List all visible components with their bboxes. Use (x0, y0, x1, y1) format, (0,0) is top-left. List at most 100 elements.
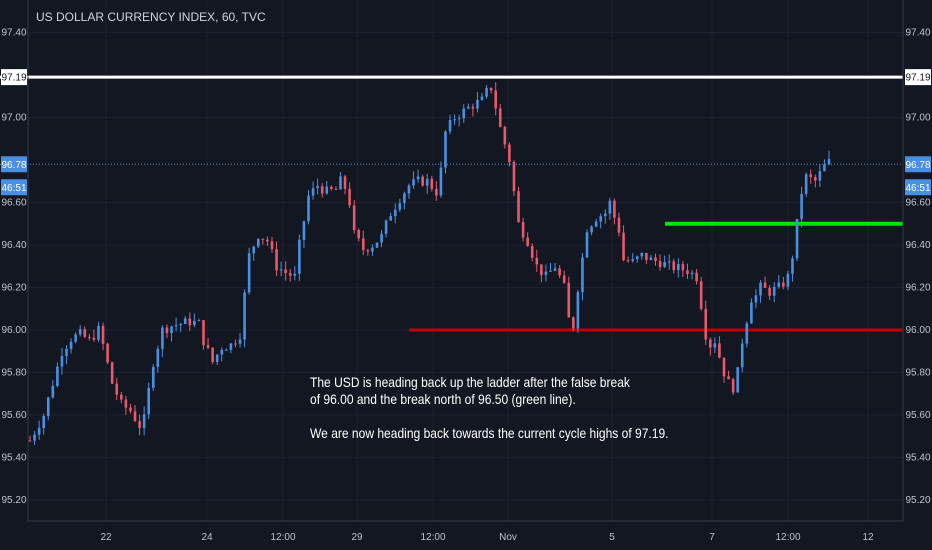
candle-body (56, 366, 59, 386)
candle-body (293, 273, 297, 276)
candle-body (261, 238, 265, 240)
x-tick-label: 12:00 (420, 532, 445, 543)
annotation-line-2: of 96.00 and the break north of 96.50 (g… (310, 391, 576, 407)
candle-body (101, 325, 105, 344)
y-tick-label: 97.40 (1, 28, 26, 39)
y-tick-label: 95.60 (905, 410, 930, 421)
candle-body (243, 292, 246, 340)
y-tick-label: 96.00 (1, 325, 26, 336)
y-tick-label: 95.40 (1, 453, 26, 464)
candle-body (462, 108, 466, 119)
level-label-right-text: 97.19 (905, 73, 930, 84)
candle-body (617, 217, 621, 233)
candle-body (759, 282, 762, 296)
x-tick-label: 12 (862, 532, 874, 543)
candle-body (302, 221, 306, 240)
candle-body (366, 250, 370, 252)
candle-body (37, 427, 41, 435)
candle-body (690, 272, 694, 275)
candle-body (206, 345, 210, 348)
x-tick-label: 24 (201, 532, 213, 543)
candle-body (544, 271, 548, 276)
candle-body (193, 320, 196, 326)
candle-body (403, 193, 406, 204)
level-label-left-text: 97.19 (1, 73, 26, 84)
candle-body (791, 258, 794, 274)
candle-body (457, 118, 461, 120)
x-tick-label: 22 (100, 532, 112, 543)
x-tick-label: 29 (351, 532, 363, 543)
candle-body (380, 233, 383, 243)
candle-body (65, 348, 68, 357)
y-tick-label: 95.20 (1, 495, 26, 506)
candle-body (649, 257, 653, 261)
price-label-left: 96.78 (1, 156, 27, 173)
candle-body (88, 336, 91, 338)
candle-body (489, 87, 493, 91)
candle-body (74, 334, 77, 342)
candle-body (348, 188, 351, 206)
candle-body (535, 257, 539, 265)
candle-body (110, 362, 114, 384)
candle-body (740, 343, 744, 368)
candle-body (339, 176, 342, 190)
x-tick-label: 12:00 (270, 532, 295, 543)
price-label-right: 96.78 (905, 156, 931, 173)
candle-body (804, 174, 808, 194)
candle-body (357, 230, 361, 239)
level-lines (0, 75, 903, 332)
candle-body (311, 188, 315, 196)
candle-body (92, 337, 96, 340)
x-tick-label: 7 (709, 532, 715, 543)
y-tick-label: 96.60 (1, 198, 26, 209)
candle-body (640, 252, 644, 257)
candle-body (608, 200, 612, 214)
candle-body (667, 261, 671, 263)
candle-body (530, 246, 534, 258)
candle-body (220, 349, 224, 355)
candle-body (453, 119, 456, 121)
candle-body (425, 178, 429, 186)
candle-body (275, 249, 278, 271)
candle-body (540, 264, 543, 276)
candle-body (745, 323, 749, 344)
candle-body (147, 387, 151, 415)
candle-body (165, 327, 169, 334)
candle-body (151, 366, 155, 388)
candle-body (138, 420, 141, 429)
candle-body (631, 259, 634, 261)
candle-body (174, 325, 178, 327)
x-tick-label: Nov (499, 532, 517, 543)
candle-body (106, 343, 109, 363)
candle-body (320, 186, 324, 194)
candle-body (603, 213, 607, 217)
y-tick-label: 96.60 (905, 198, 930, 209)
candle-body (585, 232, 589, 258)
candle-body (699, 281, 703, 309)
candle-body (786, 273, 790, 287)
candle-body (393, 209, 397, 217)
candle-body (754, 295, 758, 303)
candle-body (576, 292, 580, 329)
candle-body (398, 203, 402, 210)
candle-body (60, 356, 64, 367)
y-tick-label: 95.80 (905, 368, 930, 379)
candle-body (704, 308, 708, 340)
candle-body (412, 179, 415, 186)
candle-body (430, 178, 434, 189)
candle-body (485, 87, 488, 97)
candle-body (626, 260, 630, 262)
candle-body (645, 252, 648, 261)
candle-body (97, 325, 100, 340)
candle-body (307, 195, 310, 222)
candle-body (503, 126, 507, 145)
candle-body (814, 176, 817, 181)
axes (27, 0, 904, 522)
candle-body (782, 282, 785, 287)
candle-body (28, 440, 32, 442)
price-label-right-text: 96.78 (905, 160, 930, 171)
candle-body (613, 200, 616, 218)
candle-body (448, 120, 452, 132)
candle-body (471, 106, 475, 109)
candle-body (736, 367, 739, 393)
